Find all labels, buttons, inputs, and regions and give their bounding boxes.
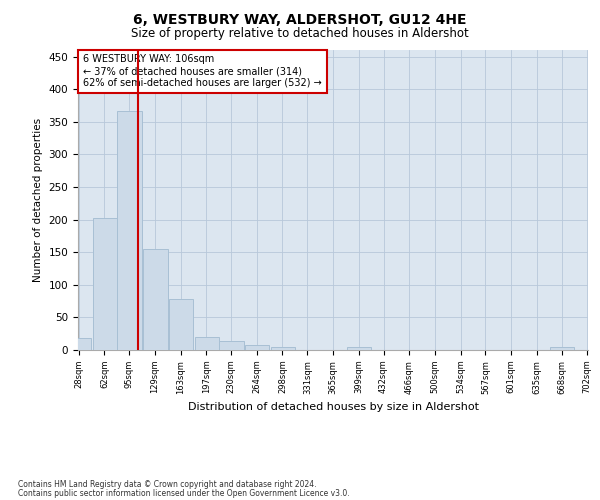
X-axis label: Distribution of detached houses by size in Aldershot: Distribution of detached houses by size … — [187, 402, 479, 412]
Bar — [169, 299, 193, 350]
Bar — [245, 345, 269, 350]
Text: Size of property relative to detached houses in Aldershot: Size of property relative to detached ho… — [131, 28, 469, 40]
Text: 6 WESTBURY WAY: 106sqm
← 37% of detached houses are smaller (314)
62% of semi-de: 6 WESTBURY WAY: 106sqm ← 37% of detached… — [83, 54, 322, 88]
Y-axis label: Number of detached properties: Number of detached properties — [33, 118, 43, 282]
Bar — [67, 338, 91, 350]
Bar — [550, 346, 574, 350]
Bar — [347, 348, 371, 350]
Bar — [271, 346, 295, 350]
Bar — [118, 110, 142, 350]
Text: Contains public sector information licensed under the Open Government Licence v3: Contains public sector information licen… — [18, 488, 350, 498]
Bar — [93, 218, 116, 350]
Bar — [195, 337, 218, 350]
Bar — [143, 249, 167, 350]
Bar — [219, 341, 244, 350]
Text: 6, WESTBURY WAY, ALDERSHOT, GU12 4HE: 6, WESTBURY WAY, ALDERSHOT, GU12 4HE — [133, 12, 467, 26]
Text: Contains HM Land Registry data © Crown copyright and database right 2024.: Contains HM Land Registry data © Crown c… — [18, 480, 317, 489]
